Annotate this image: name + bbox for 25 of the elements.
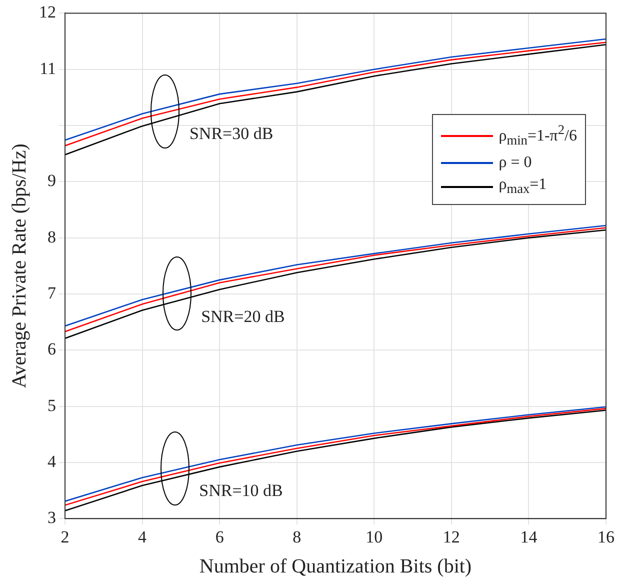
y-axis-title: Average Private Rate (bps/Hz) <box>8 144 30 388</box>
y-tick-label: 12 <box>39 2 56 22</box>
x-tick-label: 2 <box>60 527 70 546</box>
y-tick-label: 6 <box>48 340 56 359</box>
legend-label: ρ$_{max}$=1 <box>498 174 547 198</box>
y-tick-label: 8 <box>48 227 56 246</box>
x-axis-title: Number of Quantization Bits (bit) <box>199 555 472 578</box>
x-tick-label: 14 <box>520 527 538 546</box>
legend-label: ρ$_{min}$=1-π$^{2}$/6 <box>498 121 577 150</box>
annotation: SNR=30 dB <box>189 124 274 144</box>
legend-label: ρ = 0 <box>498 152 532 173</box>
y-tick-label: 4 <box>48 452 56 471</box>
x-tick-label: 12 <box>442 527 460 546</box>
y-tick-label: 9 <box>48 171 56 190</box>
annotation: SNR=20 dB <box>201 306 285 327</box>
y-tick-label: 3 <box>48 508 56 528</box>
y-tick-label: 5 <box>48 396 56 415</box>
x-tick-label: 8 <box>292 527 302 546</box>
x-tick-label: 10 <box>366 527 383 546</box>
annotation: SNR=10 dB <box>199 480 283 501</box>
x-tick-label: 4 <box>138 527 148 546</box>
x-tick-label: 16 <box>598 527 614 546</box>
y-tick-label: 7 <box>48 283 56 302</box>
y-tick-label: 11 <box>40 58 56 78</box>
x-tick-label: 6 <box>215 527 224 546</box>
